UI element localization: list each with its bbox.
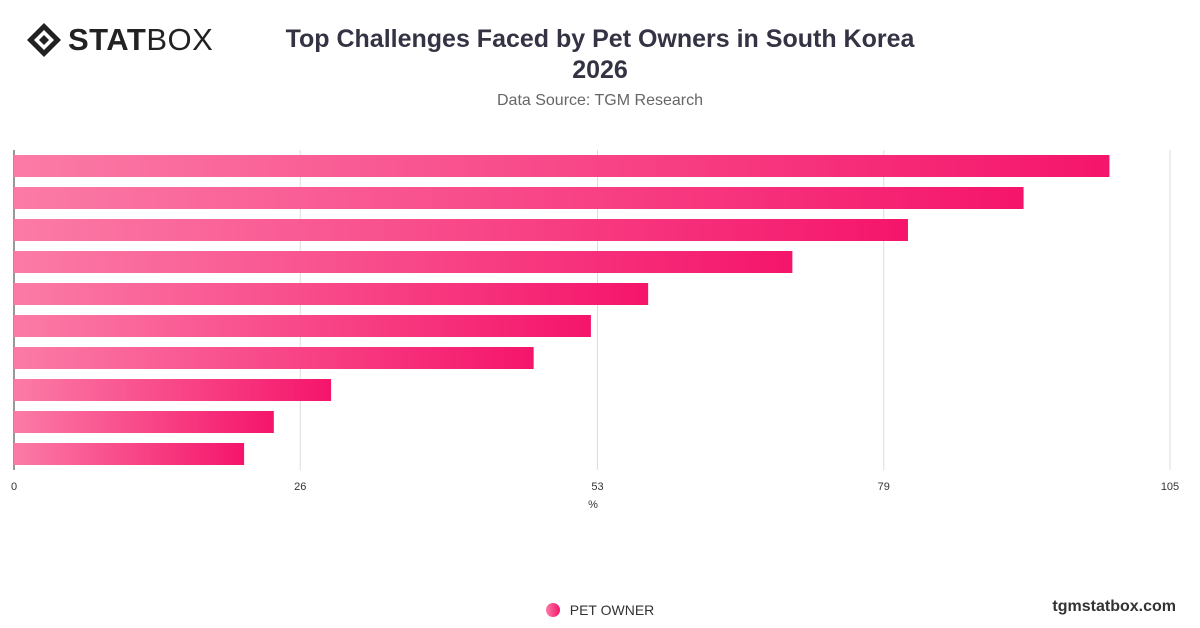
bar[interactable] bbox=[14, 379, 332, 401]
legend-swatch bbox=[545, 603, 560, 617]
legend-label: PET OWNER bbox=[569, 602, 655, 618]
chart-title: Top Challenges Faced by Pet Owners in So… bbox=[250, 24, 950, 86]
bar[interactable] bbox=[14, 347, 534, 369]
x-tick-label: 0 bbox=[11, 481, 17, 493]
logo-text-light: BOX bbox=[146, 22, 214, 57]
bar[interactable] bbox=[14, 155, 1110, 177]
bar-chart: 0 26 53 79 105% bbox=[11, 150, 1179, 511]
logo-text: STATBOX bbox=[68, 22, 213, 58]
x-axis-label: % bbox=[588, 499, 598, 511]
logo-text-bold: STAT bbox=[68, 22, 147, 57]
chart-title-line-1: Top Challenges Faced by Pet Owners in So… bbox=[285, 25, 915, 53]
bar[interactable] bbox=[14, 219, 908, 241]
x-tick-label: 79 bbox=[878, 481, 890, 493]
bar[interactable] bbox=[14, 283, 649, 305]
bar[interactable] bbox=[14, 251, 793, 273]
bar[interactable] bbox=[14, 411, 274, 433]
bar[interactable] bbox=[14, 187, 1024, 209]
chart-subtitle: Data Source: TGM Research bbox=[496, 92, 703, 109]
statbox-logo: STATBOX bbox=[26, 22, 213, 58]
bar[interactable] bbox=[14, 315, 591, 337]
statbox-logo-icon bbox=[27, 23, 61, 57]
x-tick-label: 26 bbox=[294, 481, 306, 493]
x-tick-label: 105 bbox=[1161, 481, 1179, 493]
bar[interactable] bbox=[14, 443, 245, 465]
chart-legend[interactable]: PET OWNER bbox=[0, 602, 1200, 618]
chart-title-line-2: 2026 bbox=[572, 56, 628, 84]
x-tick-label: 53 bbox=[591, 481, 603, 493]
brand-watermark: tgmstatbox.com bbox=[1052, 598, 1176, 615]
